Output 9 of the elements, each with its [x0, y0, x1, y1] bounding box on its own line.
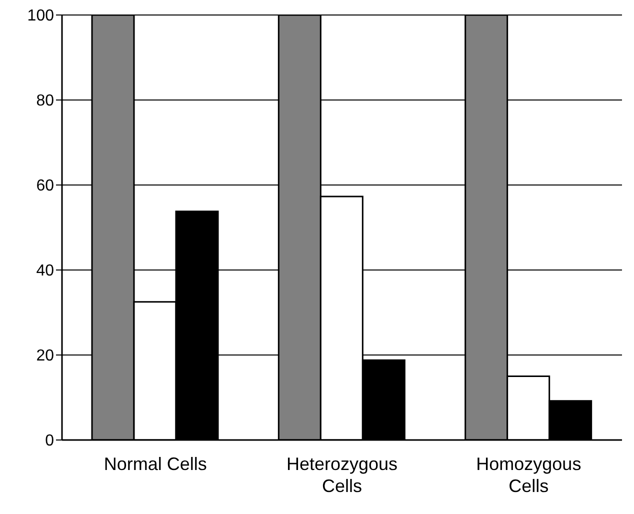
x-tick-label: Homozygous Cells	[476, 454, 582, 496]
y-tick-label: 80	[36, 92, 54, 110]
y-tick-label: 60	[36, 178, 54, 195]
y-tick-label: 0	[45, 432, 54, 450]
x-tick-label: Heterozygous Cells	[286, 454, 398, 496]
y-tick-label: 20	[36, 348, 54, 365]
y-tick-label: 100	[27, 8, 54, 25]
x-tick-label: Normal Cells	[104, 454, 207, 474]
y-tick-label: 40	[36, 262, 54, 280]
